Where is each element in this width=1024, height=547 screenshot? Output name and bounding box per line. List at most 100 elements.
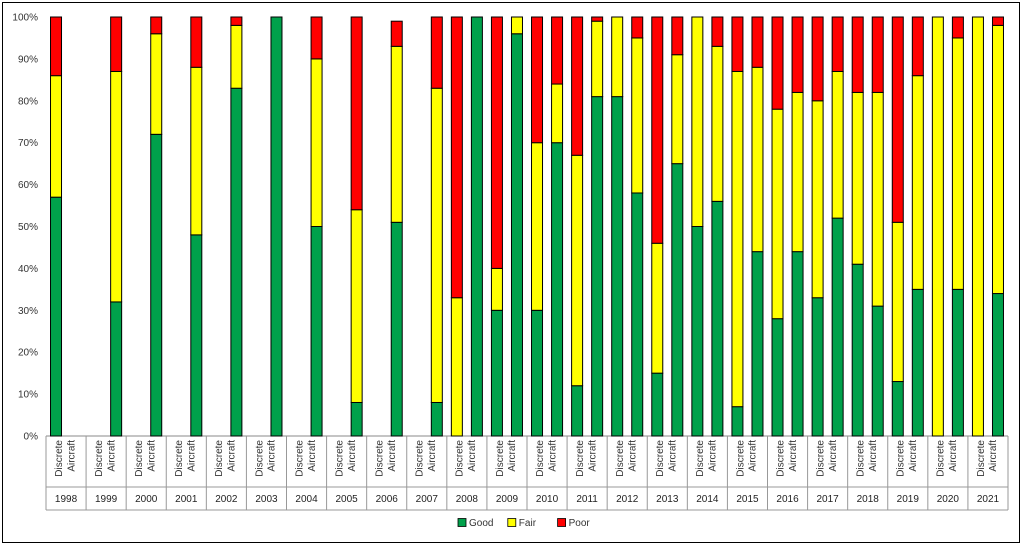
sub-category-label: Aircraft xyxy=(988,440,999,472)
sub-category-label: Aircraft xyxy=(948,440,959,472)
bar-segment-good xyxy=(350,401,363,437)
sub-category-label: Discrete xyxy=(976,440,987,477)
bar-segment-poor xyxy=(430,16,443,89)
sub-category-label: Discrete xyxy=(455,440,466,477)
bar-segment-poor xyxy=(671,16,684,56)
sub-category-label: Aircraft xyxy=(708,440,719,472)
bar-segment-good xyxy=(891,381,904,437)
bar-segment-fair xyxy=(510,16,523,35)
year-label: 2001 xyxy=(175,494,198,505)
bar-segment-poor xyxy=(490,16,503,269)
bar-segment-poor xyxy=(150,16,163,35)
bar-segment-fair xyxy=(831,70,844,219)
bar-segment-good xyxy=(651,372,664,437)
sub-category-label: Discrete xyxy=(695,440,706,477)
bar-segment-good xyxy=(791,251,804,437)
bar-segment-fair xyxy=(711,45,724,202)
y-tick-label: 90% xyxy=(18,54,38,65)
year-label: 2016 xyxy=(776,494,799,505)
bar-segment-fair xyxy=(230,24,243,89)
year-label: 2018 xyxy=(857,494,880,505)
sub-category-label: Discrete xyxy=(936,440,947,477)
year-label: 2020 xyxy=(937,494,960,505)
year-label: 2003 xyxy=(255,494,278,505)
sub-category-label: Discrete xyxy=(214,440,225,477)
sub-category-label: Discrete xyxy=(94,440,105,477)
sub-category-label: Discrete xyxy=(375,440,386,477)
bar-segment-good xyxy=(470,16,483,437)
legend-label: Fair xyxy=(519,518,537,529)
bar-segment-poor xyxy=(350,16,363,211)
bar-segment-fair xyxy=(991,24,1004,295)
sub-category-label: Aircraft xyxy=(427,440,438,472)
bar-segment-poor xyxy=(110,16,123,72)
bar-segment-good xyxy=(531,309,544,437)
bar-segment-fair xyxy=(450,297,463,437)
sub-category-label: Discrete xyxy=(615,440,626,477)
sub-category-label: Aircraft xyxy=(627,440,638,472)
sub-category-label: Discrete xyxy=(54,440,65,477)
sub-category-label: Aircraft xyxy=(828,440,839,472)
sub-category-label: Discrete xyxy=(334,440,345,477)
year-label: 2010 xyxy=(536,494,559,505)
bar-segment-fair xyxy=(430,87,443,403)
y-tick-label: 50% xyxy=(18,222,38,233)
bar-segment-poor xyxy=(791,16,804,93)
bar-segment-fair xyxy=(571,154,584,387)
sub-category-label: Discrete xyxy=(174,440,185,477)
bar-segment-fair xyxy=(891,221,904,383)
bar-segment-fair xyxy=(871,91,884,307)
legend-swatch-fair xyxy=(507,518,517,527)
year-label: 2008 xyxy=(456,494,479,505)
y-tick-label: 0% xyxy=(24,432,39,443)
bar-segment-fair xyxy=(150,33,163,135)
year-label: 2012 xyxy=(616,494,639,505)
bar-segment-good xyxy=(691,226,704,437)
year-label: 2014 xyxy=(696,494,719,505)
sub-category-label: Discrete xyxy=(415,440,426,477)
bar-segment-poor xyxy=(450,16,463,299)
bar-segment-fair xyxy=(310,58,323,228)
year-label: 2013 xyxy=(656,494,679,505)
sub-category-label: Discrete xyxy=(134,440,145,477)
sub-category-label: Aircraft xyxy=(507,440,518,472)
bar-segment-poor xyxy=(50,16,63,77)
bar-segment-fair xyxy=(551,83,564,144)
bar-segment-poor xyxy=(711,16,724,47)
bar-segment-poor xyxy=(531,16,544,144)
bar-segment-fair xyxy=(671,54,684,165)
sub-category-label: Aircraft xyxy=(387,440,398,472)
bar-segment-poor xyxy=(230,16,243,26)
bar-segment-good xyxy=(771,318,784,437)
bar-segment-poor xyxy=(991,16,1004,26)
bar-segment-fair xyxy=(190,66,203,236)
sub-category-label: Aircraft xyxy=(547,440,558,472)
bar-segment-poor xyxy=(751,16,764,68)
sub-category-label: Aircraft xyxy=(227,440,238,472)
bar-segment-poor xyxy=(871,16,884,93)
legend-label: Good xyxy=(469,518,493,529)
sub-category-label: Aircraft xyxy=(66,440,77,472)
bar-segment-poor xyxy=(591,16,604,22)
bar-segment-good xyxy=(611,96,624,437)
sub-category-label: Discrete xyxy=(896,440,907,477)
sub-category-label: Aircraft xyxy=(587,440,598,472)
year-label: 2017 xyxy=(817,494,840,505)
bar-segment-fair xyxy=(751,66,764,253)
bar-segment-good xyxy=(731,406,744,437)
bar-segment-fair xyxy=(691,16,704,227)
bar-segment-fair xyxy=(490,267,503,311)
bar-segment-good xyxy=(751,251,764,437)
y-tick-label: 60% xyxy=(18,180,38,191)
sub-category-label: Aircraft xyxy=(868,440,879,472)
sub-category-label: Aircraft xyxy=(267,440,278,472)
bar-segment-good xyxy=(150,133,163,437)
bar-segment-poor xyxy=(851,16,864,93)
bar-segment-poor xyxy=(731,16,744,72)
bar-segment-fair xyxy=(971,16,984,437)
bar-segment-good xyxy=(430,401,443,437)
bar-segment-poor xyxy=(911,16,924,77)
sub-category-label: Discrete xyxy=(655,440,666,477)
year-label: 2005 xyxy=(336,494,359,505)
y-tick-label: 30% xyxy=(18,306,38,317)
